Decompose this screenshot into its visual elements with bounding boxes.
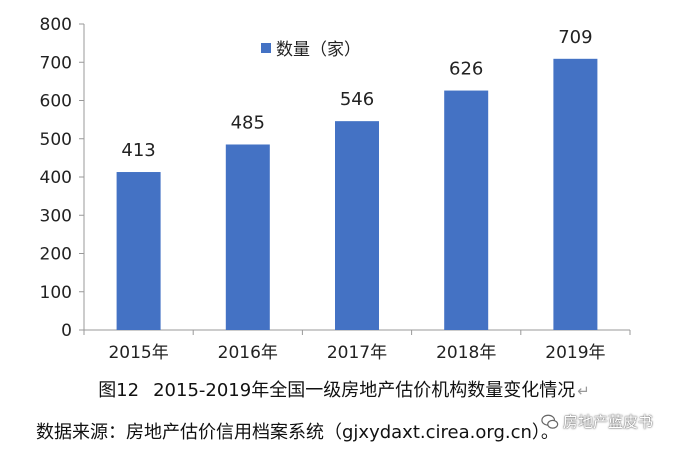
chart-data-labels: 413 485 546 626 709: [121, 27, 592, 161]
bar: [225, 144, 270, 330]
y-tick-label: 400: [40, 168, 72, 188]
figure-caption: 图12 2015-2019年全国一级房地产估价机构数量变化情况 ↵: [0, 376, 688, 402]
x-tick-label: 2018年: [436, 343, 496, 363]
watermark-text: 房地产蓝皮书: [563, 413, 654, 431]
chart-axes: 0 100 200 300 400 500 600 700 800 2015年 2016年 2017年…: [40, 15, 631, 363]
figure-title: 2015-2019年全国一级房地产估价机构数量变化情况: [153, 380, 576, 401]
x-tick-label: 2017年: [327, 343, 387, 363]
data-label: 413: [121, 140, 155, 161]
y-tick-label: 100: [40, 283, 72, 303]
y-tick-label: 800: [40, 15, 72, 35]
bar: [116, 172, 161, 330]
bar: [444, 90, 489, 331]
y-tick-label: 300: [40, 206, 72, 226]
data-label: 626: [449, 59, 483, 80]
watermark: 房地产蓝皮书: [541, 411, 653, 432]
y-tick-label: 600: [40, 92, 72, 112]
y-tick-label: 500: [40, 130, 72, 150]
legend-label: 数量（家）: [276, 40, 361, 60]
x-tick-label: 2019年: [545, 343, 605, 363]
chart-bars: [116, 58, 598, 331]
x-tick-label: 2016年: [218, 343, 278, 363]
y-tick-label: 0: [61, 321, 72, 341]
wechat-icon: [541, 414, 559, 429]
data-label: 709: [558, 27, 592, 48]
bar: [553, 58, 598, 331]
data-source-note: 数据来源：房地产估价信用档案系统（gjxydaxt.cirea.org.cn）。: [36, 422, 559, 443]
figure-number: 图12: [98, 380, 140, 401]
data-label: 485: [231, 112, 265, 133]
x-tick-label: 2015年: [108, 343, 168, 363]
y-tick-label: 200: [40, 245, 72, 265]
data-label: 546: [340, 89, 374, 110]
bar-chart: 0 100 200 300 400 500 600 700 800 2015年 2016年 2017年…: [40, 15, 631, 363]
legend-swatch: [261, 43, 271, 53]
bar: [335, 121, 379, 330]
return-mark: ↵: [577, 382, 590, 400]
y-tick-label: 700: [40, 53, 72, 73]
chart-legend: 数量（家）: [261, 40, 361, 60]
